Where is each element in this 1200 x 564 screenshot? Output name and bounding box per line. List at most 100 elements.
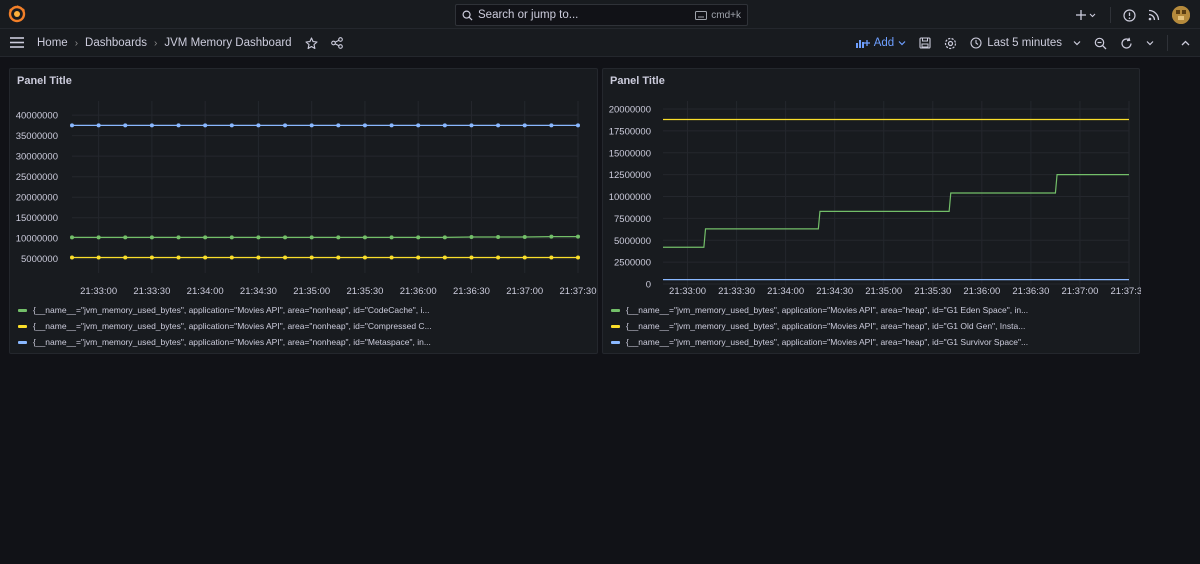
data-point [469, 123, 474, 128]
timeseries-panel[interactable]: Panel Title 40000000 35000000 30000000 2500… [9, 68, 598, 354]
legend-item[interactable]: {__name__="jvm_memory_used_bytes", appli… [611, 302, 1028, 318]
data-point [416, 235, 421, 240]
legend-item[interactable]: {__name__="jvm_memory_used_bytes", appli… [18, 302, 432, 318]
zoom-out-icon[interactable] [1094, 37, 1107, 50]
legend-swatch [611, 340, 620, 344]
data-point [70, 235, 74, 240]
data-point [522, 123, 527, 128]
data-point [549, 234, 554, 239]
x-tick-label: 21:33:00 [669, 286, 706, 297]
heap-memory-chart: 20000000 17500000 15000000 12500000 10000000… [609, 101, 1141, 297]
search-shortcut-label: cmd+k [711, 9, 741, 21]
legend-swatch [18, 340, 27, 344]
x-tick-label: 21:33:30 [133, 286, 170, 297]
settings-gear-icon[interactable] [944, 37, 957, 50]
share-icon[interactable] [330, 37, 343, 49]
new-menu-button[interactable] [1076, 9, 1098, 21]
timeseries-panel[interactable]: Panel Title 20000000 17500000 15000000 1250… [602, 68, 1141, 354]
legend-label: {__name__="jvm_memory_used_bytes", appli… [33, 305, 430, 315]
data-point [123, 255, 128, 260]
data-point [96, 255, 101, 260]
legend-item[interactable]: {__name__="jvm_memory_used_bytes", appli… [611, 318, 1028, 334]
data-point [522, 235, 527, 239]
x-tick-label: 21:34:00 [767, 286, 804, 297]
data-point [203, 235, 208, 240]
x-tick-label: 21:35:00 [293, 286, 330, 297]
data-point [336, 123, 341, 128]
data-point [576, 255, 580, 260]
add-button[interactable]: Add [855, 37, 906, 49]
data-point [576, 234, 580, 239]
dashboard-toolbar: Add Last 5 minutes [855, 29, 1190, 57]
data-point [336, 255, 341, 260]
y-tick-label: 5000000 [614, 236, 651, 247]
legend-item[interactable]: {__name__="jvm_memory_used_bytes", appli… [18, 334, 432, 350]
data-point [229, 255, 234, 260]
dashboard-nav-bar: Home › Dashboards › JVM Memory Dashboard… [0, 29, 1200, 57]
user-avatar[interactable] [1172, 6, 1190, 24]
add-button-label: Add [873, 37, 895, 49]
legend-item[interactable]: {__name__="jvm_memory_used_bytes", appli… [611, 334, 1028, 350]
clock-icon [970, 37, 982, 49]
breadcrumb: Home › Dashboards › JVM Memory Dashboard [37, 29, 343, 57]
y-tick-label: 10000000 [609, 192, 651, 203]
y-tick-label: 20000000 [609, 105, 651, 116]
series-line [72, 235, 578, 239]
x-tick-label: 21:36:30 [453, 286, 490, 297]
legend-swatch [611, 324, 620, 328]
data-point [96, 235, 101, 240]
x-tick-label: 21:34:30 [816, 286, 853, 297]
chevron-down-icon [898, 40, 906, 46]
panel-title: Panel Title [610, 75, 665, 87]
help-icon[interactable] [1123, 8, 1136, 22]
legend-swatch [18, 308, 27, 312]
data-point [149, 255, 154, 260]
legend-label: {__name__="jvm_memory_used_bytes", appli… [626, 321, 1026, 331]
x-tick-label: 21:34:00 [187, 286, 224, 297]
search-input[interactable]: Search or jump to... cmd+k [455, 4, 748, 26]
x-tick-label: 21:37:00 [1061, 286, 1098, 297]
chart-legend: {__name__="jvm_memory_used_bytes", appli… [611, 302, 1028, 350]
y-tick-label: 20000000 [16, 193, 58, 204]
time-range-label: Last 5 minutes [987, 37, 1062, 49]
time-range-picker[interactable]: Last 5 minutes [970, 37, 1081, 49]
y-tick-label: 35000000 [16, 131, 58, 142]
data-point [203, 123, 208, 128]
top-bar: Search or jump to... cmd+k [0, 0, 1200, 29]
top-bar-actions [1076, 4, 1190, 26]
data-point [576, 123, 580, 128]
y-tick-label: 12500000 [609, 170, 651, 181]
data-point [256, 123, 261, 128]
save-icon[interactable] [919, 37, 931, 49]
data-point [123, 123, 128, 128]
data-point [549, 123, 554, 128]
search-icon [462, 10, 473, 21]
x-tick-label: 21:37:30 [1111, 286, 1141, 297]
refresh-icon[interactable] [1120, 37, 1133, 50]
data-point [362, 123, 367, 128]
data-point [176, 123, 181, 128]
data-point [149, 235, 154, 240]
data-point [309, 255, 314, 260]
x-tick-label: 21:34:30 [240, 286, 277, 297]
divider [1167, 35, 1168, 51]
star-icon[interactable] [305, 36, 318, 50]
breadcrumb-home[interactable]: Home [37, 37, 68, 49]
y-tick-label: 15000000 [16, 213, 58, 224]
x-tick-label: 21:33:00 [80, 286, 117, 297]
divider [1110, 7, 1111, 23]
chevron-up-icon[interactable] [1181, 40, 1190, 46]
breadcrumb-dashboards[interactable]: Dashboards [85, 37, 148, 49]
news-feed-icon[interactable] [1148, 9, 1160, 21]
panel-title: Panel Title [17, 75, 72, 87]
chevron-down-icon[interactable] [1146, 40, 1154, 46]
x-tick-label: 21:36:00 [400, 286, 437, 297]
legend-item[interactable]: {__name__="jvm_memory_used_bytes", appli… [18, 318, 432, 334]
nonheap-memory-chart: 40000000 35000000 30000000 25000000 20000000… [16, 101, 596, 297]
search-placeholder: Search or jump to... [478, 9, 579, 21]
grafana-logo-icon[interactable] [8, 5, 26, 23]
legend-label: {__name__="jvm_memory_used_bytes", appli… [626, 337, 1029, 347]
menu-icon[interactable] [10, 37, 24, 48]
chart-legend: {__name__="jvm_memory_used_bytes", appli… [18, 302, 432, 350]
data-point [549, 255, 554, 260]
